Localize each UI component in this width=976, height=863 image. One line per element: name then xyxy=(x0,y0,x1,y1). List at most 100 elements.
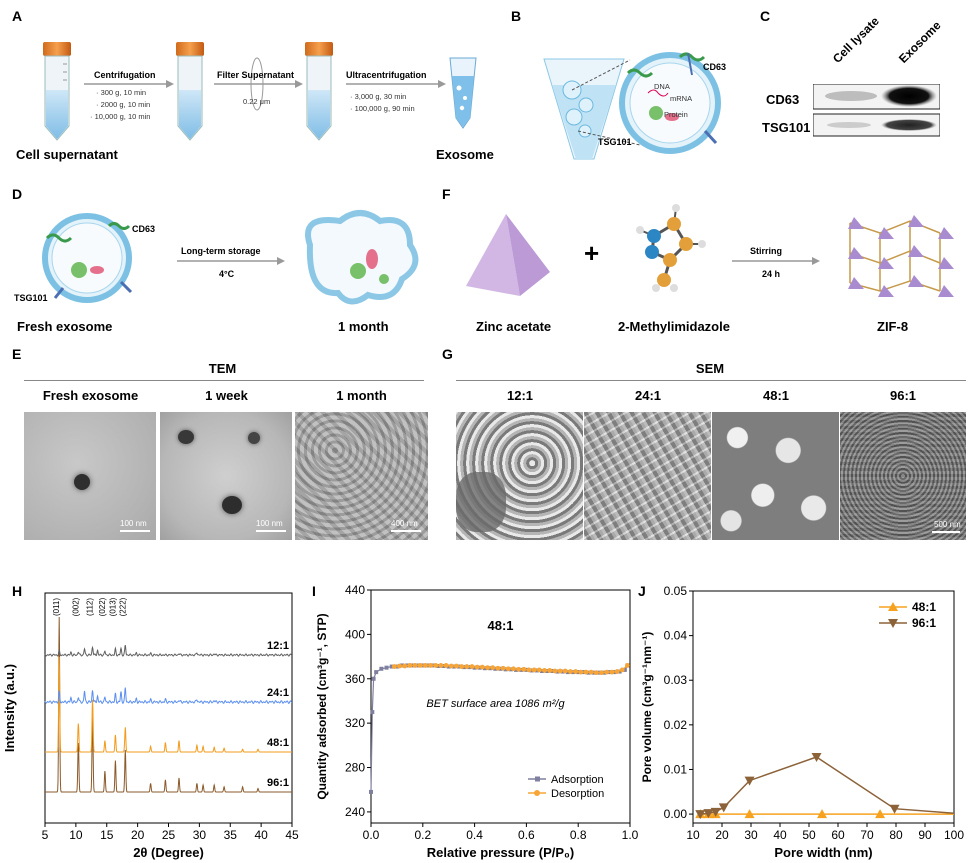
h-series-label: 48:1 xyxy=(267,737,289,749)
i-point-desorption xyxy=(531,667,537,673)
sem-rule xyxy=(456,380,966,381)
methylimidazole-molecule xyxy=(636,204,706,292)
sem-image-48 xyxy=(712,412,839,540)
methylimidazole-caption: 2-Methylimidazole xyxy=(618,319,730,334)
i-point-desorption xyxy=(459,664,465,669)
storage-temp: 4°C xyxy=(219,269,235,279)
sem-scalebar: 500 nm xyxy=(934,520,961,529)
i-title: 48:1 xyxy=(487,618,513,633)
j-ytick-label: 0.00 xyxy=(664,807,688,821)
h-xlabel: 2θ (Degree) xyxy=(133,845,204,860)
i-point-desorption xyxy=(407,663,413,668)
j-ytick-label: 0.05 xyxy=(664,584,688,598)
j-xtick-label: 30 xyxy=(744,828,758,842)
h-xtick-label: 15 xyxy=(100,828,114,842)
i-point-desorption xyxy=(547,668,553,673)
stirring-time: 24 h xyxy=(762,269,781,279)
i-point-desorption xyxy=(402,663,408,669)
filter-size: 0.22 μm xyxy=(243,97,271,106)
i-point-desorption xyxy=(505,666,511,672)
j-legend-marker xyxy=(888,602,898,611)
i-legend-label: Adsorption xyxy=(551,774,604,786)
j-point-96-1 xyxy=(710,807,721,817)
i-ytick-label: 360 xyxy=(345,672,365,686)
i-point-desorption xyxy=(573,669,579,674)
i-point-desorption xyxy=(542,668,547,673)
i-point-adsorption xyxy=(436,664,441,669)
i-point-adsorption xyxy=(369,789,373,794)
j-xtick-label: 10 xyxy=(686,828,700,842)
panel-label-f: F xyxy=(442,186,451,202)
sem-header: SEM xyxy=(695,361,725,376)
i-point-desorption xyxy=(609,669,615,675)
zinc-acetate-caption: Zinc acetate xyxy=(476,319,552,334)
exosome-structure-illustration xyxy=(543,52,721,160)
i-point-desorption xyxy=(521,666,527,672)
i-point-desorption xyxy=(464,664,470,669)
tem-header: TEM xyxy=(208,361,237,376)
tem-col-month: 1 month xyxy=(336,388,387,403)
sem-image-24 xyxy=(584,412,711,540)
i-point-desorption xyxy=(625,663,630,668)
i-point-desorption xyxy=(516,666,522,672)
h-xtick-label: 10 xyxy=(69,828,83,842)
i-point-adsorption xyxy=(493,666,498,671)
filter-disc xyxy=(250,57,264,111)
exosome-tube xyxy=(449,57,477,129)
i-point-desorption xyxy=(614,669,620,674)
i-point-desorption xyxy=(438,663,444,668)
stirring-title: Stirring xyxy=(750,246,783,256)
i-annotation: BET surface area 1086 m²/g xyxy=(426,698,565,710)
plus-sign: + xyxy=(584,238,600,268)
tem-rule xyxy=(24,380,424,381)
i-point-desorption xyxy=(454,663,459,669)
i-point-adsorption xyxy=(472,665,477,670)
b-protein-label: Protein xyxy=(664,110,688,119)
j-point-96-1 xyxy=(811,752,822,762)
i-point-desorption xyxy=(593,670,599,676)
i-legend-marker xyxy=(534,790,540,796)
h-series-label: 96:1 xyxy=(267,777,289,789)
i-ytick-label: 320 xyxy=(345,716,365,730)
j-xtick-label: 90 xyxy=(918,828,932,842)
panel-label-i: I xyxy=(312,583,316,599)
i-point-desorption xyxy=(469,664,475,669)
sem-col-96: 96:1 xyxy=(889,388,917,403)
i-legend-marker xyxy=(535,776,540,782)
j-point-96-1 xyxy=(695,810,706,820)
i-point-adsorption xyxy=(370,710,375,715)
step3-title: Ultracentrifugation xyxy=(346,70,427,80)
panel-label-a: A xyxy=(12,8,23,24)
i-point-desorption xyxy=(391,664,397,669)
i-point-adsorption xyxy=(389,664,394,669)
i-point-adsorption xyxy=(503,667,508,672)
i-point-adsorption xyxy=(371,676,376,681)
row-tsg101: TSG101 xyxy=(762,120,811,135)
j-xtick-label: 40 xyxy=(773,828,787,842)
i-point-desorption xyxy=(490,665,496,671)
step1-line-1: · 300 g, 10 min xyxy=(96,88,147,97)
i-point-desorption xyxy=(557,668,563,674)
i-point-desorption xyxy=(422,663,428,668)
step3-line-1: · 3,000 g, 30 min xyxy=(350,92,407,101)
h-xtick-label: 40 xyxy=(254,828,268,842)
centrifuge-workflow-illustration xyxy=(43,42,477,141)
row-cd63: CD63 xyxy=(766,92,800,107)
i-point-adsorption xyxy=(482,666,487,671)
h-series-12-1 xyxy=(44,644,293,657)
i-legend-label: Desorption xyxy=(551,788,604,800)
h-series-96-1 xyxy=(45,616,292,793)
b-dna-label: DNA xyxy=(654,82,670,91)
j-plot-frame xyxy=(692,590,955,824)
i-point-desorption xyxy=(428,663,433,668)
i-point-desorption xyxy=(433,663,439,668)
i-point-desorption xyxy=(583,669,589,675)
j-xlabel: Pore width (nm) xyxy=(774,845,872,860)
panel-label-j: J xyxy=(638,583,646,599)
h-xtick-label: 45 xyxy=(285,828,299,842)
h-series-48-1 xyxy=(45,656,292,753)
i-point-adsorption xyxy=(571,670,576,675)
falcon-tube-1 xyxy=(43,42,71,141)
h-ylabel: Intensity (a.u.) xyxy=(2,664,17,752)
step1-line-3: · 10,000 g, 10 min xyxy=(90,112,151,121)
